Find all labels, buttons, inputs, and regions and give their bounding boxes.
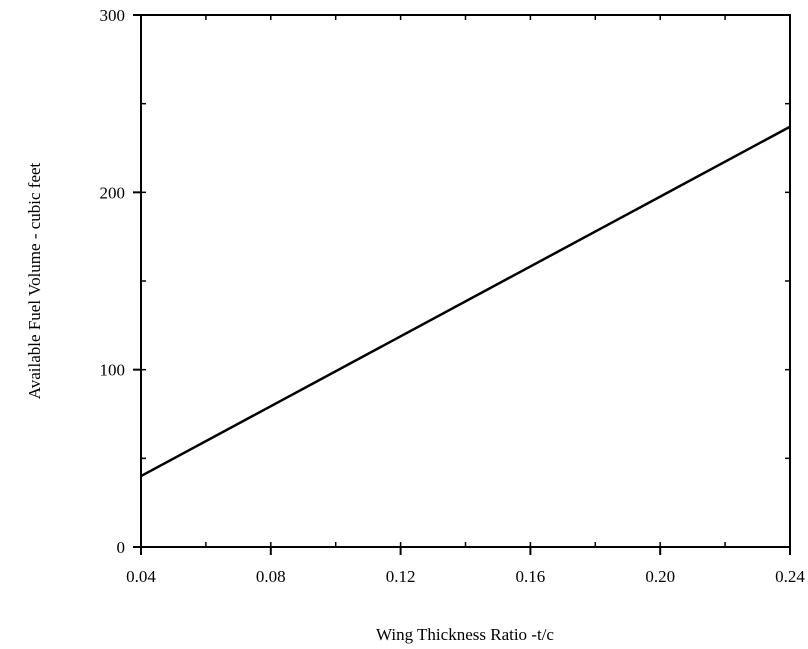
y-tick-label: 300 xyxy=(100,6,126,25)
x-tick-label: 0.20 xyxy=(645,567,675,586)
series-layer xyxy=(140,125,791,478)
y-tick-label: 200 xyxy=(100,183,126,202)
minor-ticks xyxy=(141,15,790,547)
series-line-0 xyxy=(140,125,791,478)
y-axis-label: Available Fuel Volume - cubic feet xyxy=(25,162,44,399)
x-tick-label: 0.12 xyxy=(386,567,416,586)
x-tick-label: 0.24 xyxy=(775,567,805,586)
y-tick-label: 100 xyxy=(100,361,126,380)
major-ticks xyxy=(133,14,791,555)
y-tick-label: 0 xyxy=(117,538,126,557)
x-tick-label: 0.08 xyxy=(256,567,286,586)
x-tick-label: 0.16 xyxy=(516,567,546,586)
y-tick-labels: 0 100 200 300 xyxy=(100,6,126,557)
x-tick-label: 0.04 xyxy=(126,567,156,586)
x-axis-label: Wing Thickness Ratio -t/c xyxy=(376,625,554,644)
x-tick-labels: 0.04 0.08 0.12 0.16 0.20 0.24 xyxy=(126,567,805,586)
plot-frame xyxy=(140,14,791,548)
